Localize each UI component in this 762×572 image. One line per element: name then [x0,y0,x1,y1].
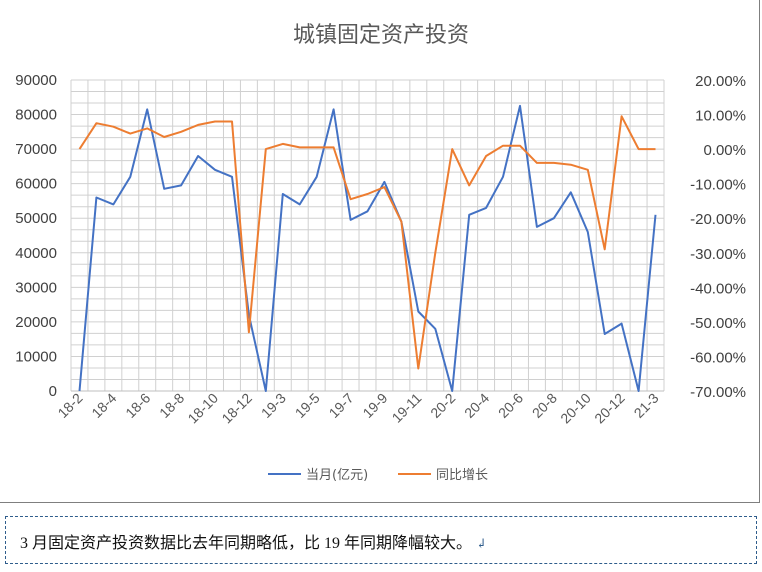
series-lines [78,104,657,392]
return-mark-icon: ↲ [476,536,487,551]
legend-label: 当月(亿元) [306,468,368,483]
right-tick-label: 10.00% [695,108,746,125]
x-tick-label: 18-2 [54,390,85,421]
right-tick-label: 20.00% [695,73,746,90]
x-tick-label: 19-3 [258,390,289,421]
chart-svg: 城镇固定资产投资 0 10000 20000 30000 40000 50000 60000… [15,23,746,483]
left-tick-label: 60000 [15,176,57,193]
left-tick-label: 20000 [15,314,57,331]
series-line-yoy [78,115,656,370]
left-tick-label: 0 [49,383,57,400]
left-tick-label: 30000 [15,279,57,296]
caption-sentence: 3 月固定资产投资数据比去年同期略低，比 19 年同期降幅较大。 [20,535,473,552]
left-tick-label: 50000 [15,210,57,227]
left-y-axis: 0 10000 20000 30000 40000 50000 60000 70000 8000… [15,72,57,400]
x-tick-label: 20-2 [427,390,458,421]
right-tick-label: -50.00% [690,315,746,332]
grid-lines [70,79,665,392]
right-tick-label: 0.00% [703,142,746,159]
right-tick-label: -30.00% [690,246,746,263]
x-tick-label: 18-4 [88,390,119,421]
x-tick-label: 18-12 [218,390,255,427]
x-tick-label: 19-5 [292,390,323,421]
x-tick-label: 21-3 [631,390,662,421]
x-tick-label: 18-6 [122,390,153,421]
legend-label: 同比增长 [436,468,488,483]
right-tick-label: -40.00% [690,280,746,297]
x-tick-label: 20-10 [557,390,594,427]
left-tick-label: 90000 [15,72,57,89]
legend: 当月(亿元) 同比增长 [268,468,488,483]
chart-area: 城镇固定资产投资 0 10000 20000 30000 40000 50000 60000… [0,0,760,503]
right-tick-label: -60.00% [690,349,746,366]
x-tick-label: 20-4 [461,390,492,421]
left-tick-label: 40000 [15,245,57,262]
x-tick-label: 20-8 [529,390,560,421]
caption-box: 3 月固定资产投资数据比去年同期略低，比 19 年同期降幅较大。 ↲ [5,516,757,564]
x-tick-label: 19-9 [359,390,390,421]
right-tick-label: -10.00% [690,177,746,194]
x-tick-label: 20-6 [495,390,526,421]
left-tick-label: 80000 [15,107,57,124]
caption-text: 3 月固定资产投资数据比去年同期略低，比 19 年同期降幅较大。 ↲ [20,529,487,553]
x-tick-label: 18-10 [184,390,221,427]
left-tick-label: 10000 [15,348,57,365]
x-tick-label: 19-11 [389,390,425,426]
right-tick-label: -70.00% [690,384,746,401]
right-y-axis: -70.00% -60.00% -50.00% -40.00% -30.00% -20.0… [690,73,746,401]
left-tick-label: 70000 [15,141,57,158]
x-tick-label: 18-8 [156,390,187,421]
x-tick-label: 20-12 [591,390,628,427]
chart-title: 城镇固定资产投资 [293,23,469,48]
x-tick-label: 19-7 [326,390,357,421]
series-line-monthly [78,104,657,392]
right-tick-label: -20.00% [690,211,746,228]
